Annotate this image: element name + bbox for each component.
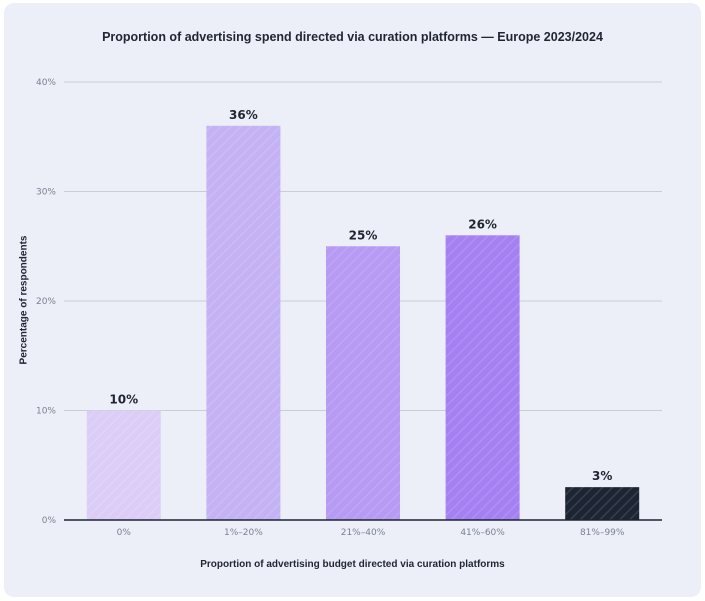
x-tick-label: 1%–20% — [224, 528, 263, 538]
data-label: 3% — [592, 469, 612, 483]
y-tick-label: 10% — [36, 407, 56, 417]
axes: 0% 10% 20% 30% 40% 0% 1%–20% 21%–40% 41%–60% 81%–… — [36, 78, 662, 538]
bar-texture — [206, 125, 281, 521]
chart-title: Proportion of advertising spend directed… — [102, 30, 603, 44]
bar-texture — [86, 410, 161, 520]
x-tick-label: 81%–99% — [580, 528, 625, 538]
y-tick-label: 20% — [36, 297, 56, 307]
data-label: 25% — [349, 228, 378, 242]
x-tick-label: 21%–40% — [341, 528, 386, 538]
y-tick-label: 40% — [36, 78, 56, 88]
x-tick-label: 0% — [117, 528, 132, 538]
bar-texture — [445, 235, 520, 521]
x-axis-label: Proportion of advertising budget directe… — [200, 559, 505, 570]
data-label: 36% — [229, 108, 258, 122]
bar-texture — [326, 246, 400, 520]
y-tick-label: 30% — [36, 188, 56, 198]
data-label: 10% — [109, 393, 138, 407]
bar-texture — [565, 487, 640, 520]
data-label: 26% — [468, 217, 497, 231]
x-tick-label: 41%–60% — [460, 528, 505, 538]
bars: 10% 36% 25% 26% 3% — [86, 108, 640, 521]
y-tick-label: 0% — [42, 516, 57, 526]
